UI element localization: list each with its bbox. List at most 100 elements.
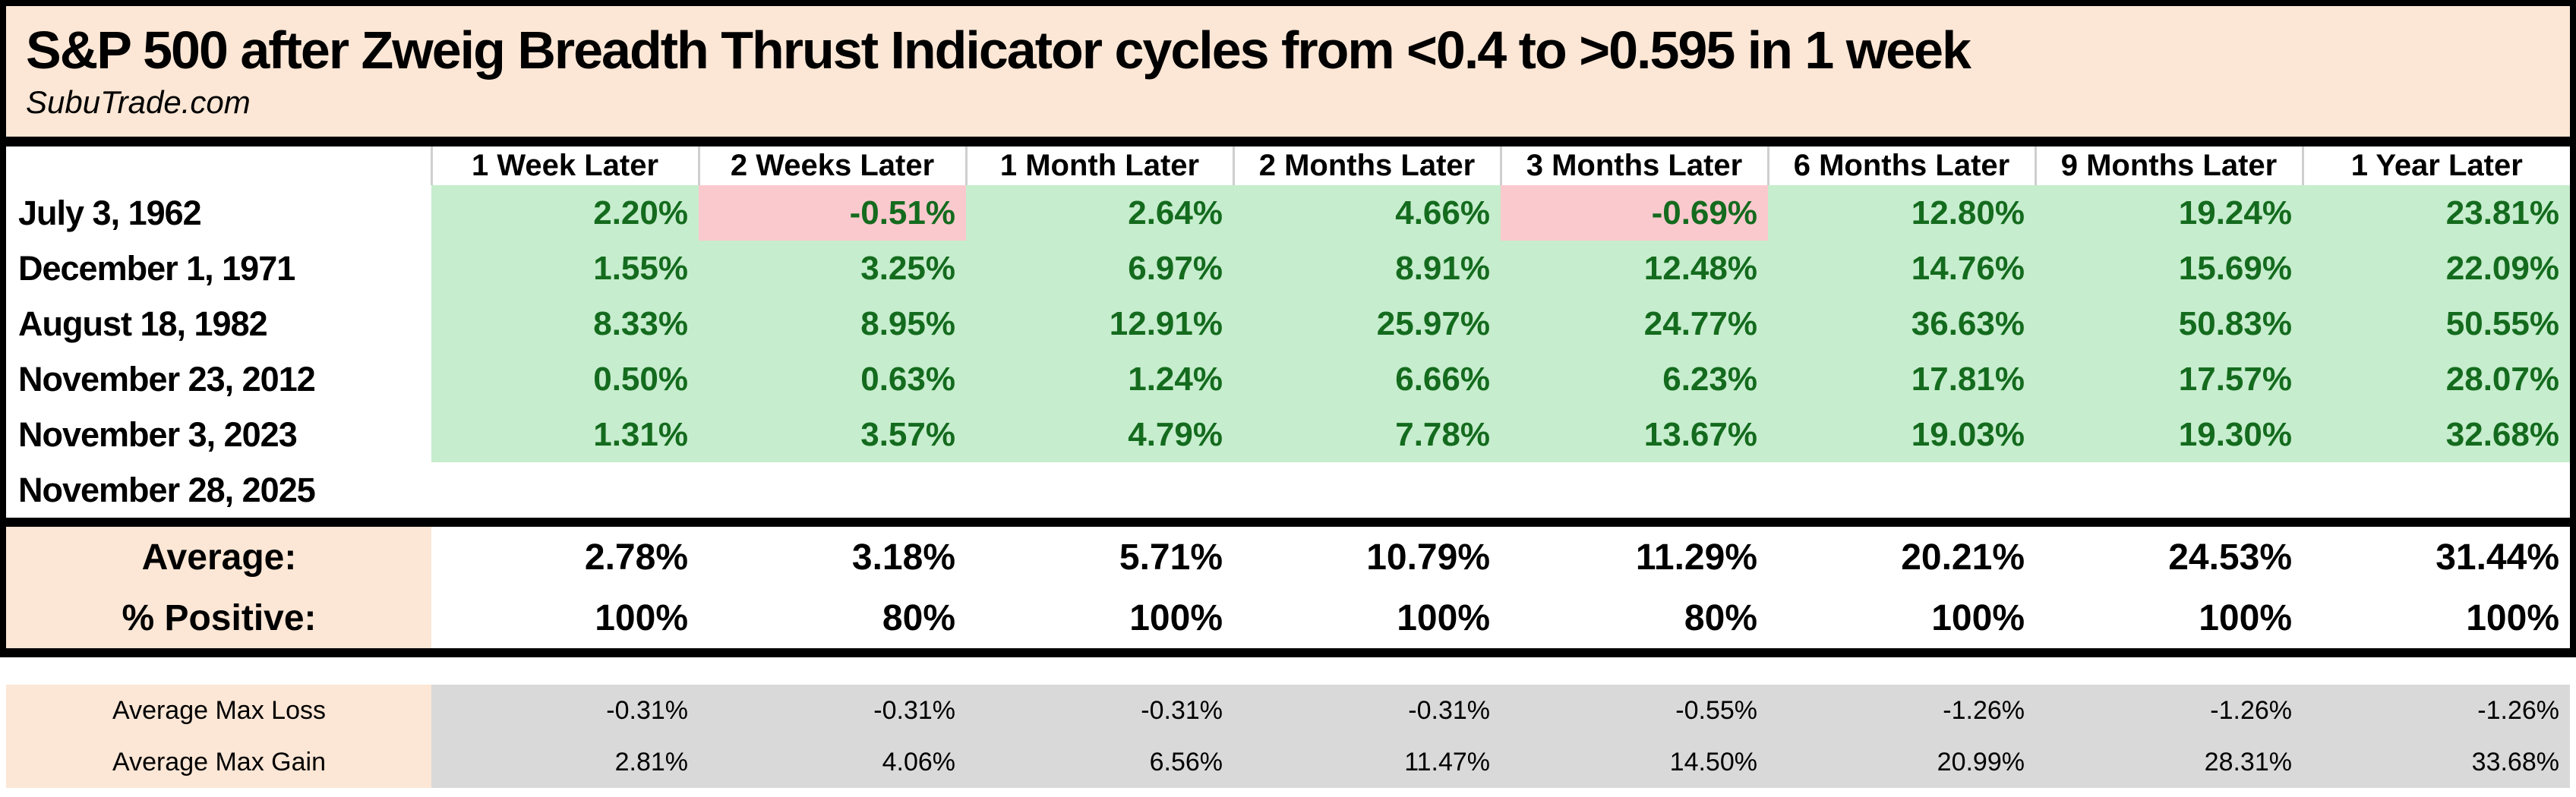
col-header-1-week: 1 Week Later <box>430 146 699 185</box>
value-cell: 12.91% <box>966 296 1233 351</box>
row-label: November 28, 2025 <box>6 462 431 518</box>
value-cell: 17.57% <box>2035 351 2303 407</box>
title-band: S&P 500 after Zweig Breadth Thrust Indic… <box>6 6 2570 146</box>
value-cell: 28.07% <box>2303 351 2570 407</box>
value-cell-empty <box>2035 462 2303 518</box>
percent-positive-value: 80% <box>1501 588 1768 648</box>
value-cell-empty <box>1768 462 2035 518</box>
average-value: 10.79% <box>1233 527 1501 588</box>
value-cell-empty <box>1233 462 1501 518</box>
table-row-1971: December 1, 1971 1.55% 3.25% 6.97% 8.91%… <box>6 241 2570 296</box>
table-row-1982: August 18, 1982 8.33% 8.95% 12.91% 25.97… <box>6 296 2570 351</box>
value-cell: 13.67% <box>1501 407 1768 462</box>
percent-positive-value: 100% <box>2035 588 2303 648</box>
max-gain-value: 2.81% <box>431 736 699 788</box>
average-value: 20.21% <box>1768 527 2035 588</box>
col-header-2-weeks: 2 Weeks Later <box>697 146 966 185</box>
value-cell: 25.97% <box>1233 296 1501 351</box>
max-loss-value: -1.26% <box>1768 685 2035 736</box>
percent-positive-row: % Positive: 100% 80% 100% 100% 80% 100% … <box>6 588 2570 648</box>
percent-positive-label: % Positive: <box>6 588 431 648</box>
average-row: Average: 2.78% 3.18% 5.71% 10.79% 11.29%… <box>6 527 2570 588</box>
value-cell: 19.03% <box>1768 407 2035 462</box>
value-cell: 24.77% <box>1501 296 1768 351</box>
value-cell: 50.83% <box>2035 296 2303 351</box>
col-header-6-months: 6 Months Later <box>1766 146 2035 185</box>
percent-positive-value: 80% <box>699 588 966 648</box>
value-cell: 12.80% <box>1768 185 2035 241</box>
percent-positive-value: 100% <box>966 588 1233 648</box>
extremes-block: Average Max Loss -0.31% -0.31% -0.31% -0… <box>6 685 2576 788</box>
value-cell: 2.20% <box>431 185 699 241</box>
value-cell: 15.69% <box>2035 241 2303 296</box>
max-gain-value: 4.06% <box>699 736 966 788</box>
value-cell-empty <box>966 462 1233 518</box>
col-header-3-months: 3 Months Later <box>1499 146 1768 185</box>
value-cell: 32.68% <box>2303 407 2570 462</box>
value-cell: 7.78% <box>1233 407 1501 462</box>
max-loss-value: -0.31% <box>431 685 699 736</box>
value-cell: 1.31% <box>431 407 699 462</box>
value-cell: 17.81% <box>1768 351 2035 407</box>
value-cell: 23.81% <box>2303 185 2570 241</box>
value-cell-empty <box>699 462 966 518</box>
value-cell: 2.64% <box>966 185 1233 241</box>
col-header-1-year: 1 Year Later <box>2301 146 2570 185</box>
max-gain-label: Average Max Gain <box>6 736 431 788</box>
value-cell: 1.55% <box>431 241 699 296</box>
max-loss-value: -0.31% <box>966 685 1233 736</box>
page-title: S&P 500 after Zweig Breadth Thrust Indic… <box>26 20 1971 80</box>
max-loss-value: -1.26% <box>2303 685 2570 736</box>
row-label: November 3, 2023 <box>6 407 431 462</box>
value-cell: 0.50% <box>431 351 699 407</box>
spacer <box>0 657 2576 685</box>
value-cell: 0.63% <box>699 351 966 407</box>
value-cell: 4.79% <box>966 407 1233 462</box>
value-cell: 6.23% <box>1501 351 1768 407</box>
col-header-9-months: 9 Months Later <box>2034 146 2303 185</box>
max-loss-row: Average Max Loss -0.31% -0.31% -0.31% -0… <box>6 685 2570 736</box>
value-cell: 22.09% <box>2303 241 2570 296</box>
percent-positive-value: 100% <box>431 588 699 648</box>
average-label: Average: <box>6 527 431 588</box>
value-cell: 19.24% <box>2035 185 2303 241</box>
row-label: December 1, 1971 <box>6 241 431 296</box>
value-cell: 4.66% <box>1233 185 1501 241</box>
average-value: 2.78% <box>431 527 699 588</box>
value-cell-negative: -0.69% <box>1501 185 1768 241</box>
value-cell: 3.57% <box>699 407 966 462</box>
value-cell: 8.33% <box>431 296 699 351</box>
value-cell: 8.91% <box>1233 241 1501 296</box>
max-loss-value: -0.31% <box>699 685 966 736</box>
value-cell: 8.95% <box>699 296 966 351</box>
returns-table: 1 Week Later 2 Weeks Later 1 Month Later… <box>6 146 2570 518</box>
value-cell: 14.76% <box>1768 241 2035 296</box>
table-row-2025: November 28, 2025 <box>6 462 2570 518</box>
value-cell: 50.55% <box>2303 296 2570 351</box>
source-caption: SubuTrade.com <box>26 84 251 120</box>
row-label: November 23, 2012 <box>6 351 431 407</box>
table-row-2023: November 3, 2023 1.31% 3.57% 4.79% 7.78%… <box>6 407 2570 462</box>
value-cell: 12.48% <box>1501 241 1768 296</box>
col-header-1-month: 1 Month Later <box>964 146 1233 185</box>
percent-positive-value: 100% <box>1233 588 1501 648</box>
corner-cell <box>6 146 431 185</box>
value-cell: 6.66% <box>1233 351 1501 407</box>
max-gain-value: 20.99% <box>1768 736 2035 788</box>
average-value: 3.18% <box>699 527 966 588</box>
average-value: 11.29% <box>1501 527 1768 588</box>
max-gain-value: 28.31% <box>2035 736 2303 788</box>
table-row-2012: November 23, 2012 0.50% 0.63% 1.24% 6.66… <box>6 351 2570 407</box>
max-gain-value: 6.56% <box>966 736 1233 788</box>
value-cell-negative: -0.51% <box>699 185 966 241</box>
percent-positive-value: 100% <box>2303 588 2570 648</box>
percent-positive-value: 100% <box>1768 588 2035 648</box>
max-loss-value: -0.31% <box>1233 685 1501 736</box>
row-label: August 18, 1982 <box>6 296 431 351</box>
max-gain-value: 33.68% <box>2303 736 2570 788</box>
average-value: 24.53% <box>2035 527 2303 588</box>
extremes-table: Average Max Loss -0.31% -0.31% -0.31% -0… <box>6 685 2570 788</box>
value-cell-empty <box>2303 462 2570 518</box>
value-cell-empty <box>431 462 699 518</box>
max-loss-label: Average Max Loss <box>6 685 431 736</box>
